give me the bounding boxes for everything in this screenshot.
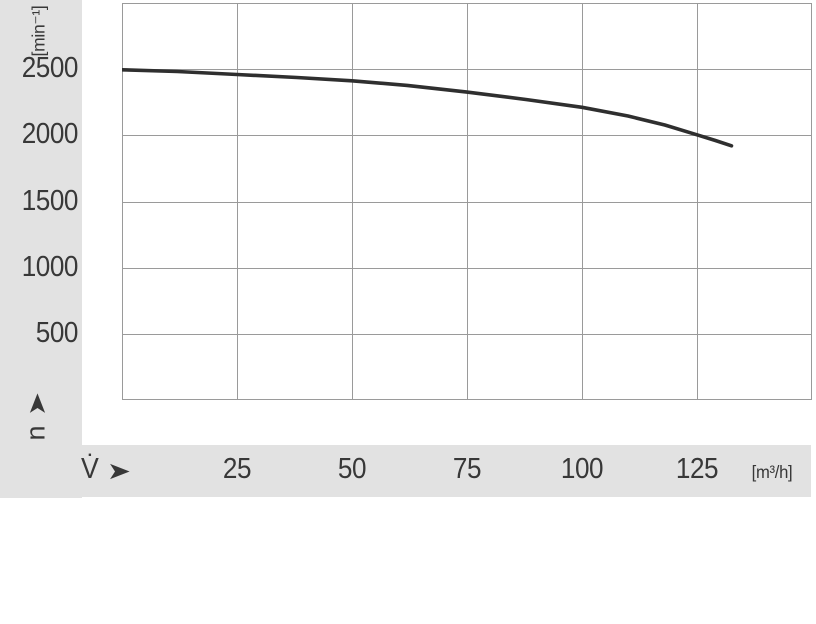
x-tick-label: 50 bbox=[337, 453, 367, 485]
x-tick-label: 75 bbox=[452, 453, 482, 485]
x-axis-name-label: V̇ bbox=[81, 453, 99, 485]
x-axis-unit-label: [m³/h] bbox=[751, 462, 793, 482]
y-axis-arrow-icon: ➤ bbox=[23, 391, 51, 417]
y-tick-label: 1000 bbox=[21, 250, 79, 283]
y-tick-label: 500 bbox=[35, 316, 79, 349]
plot-border bbox=[122, 3, 812, 400]
y-tick-label: 2000 bbox=[21, 118, 79, 151]
y-axis-name-label: n bbox=[20, 425, 51, 441]
x-axis-arrow-icon: ➤ bbox=[106, 457, 132, 485]
x-tick-label: 25 bbox=[222, 453, 252, 485]
fan-speed-curve bbox=[122, 68, 734, 148]
y-axis-panel bbox=[0, 0, 82, 498]
y-tick-label: 2500 bbox=[21, 52, 79, 85]
y-axis-unit-label: [min⁻¹] bbox=[28, 5, 49, 57]
plot-area bbox=[122, 3, 812, 400]
y-tick-label: 1500 bbox=[21, 184, 79, 217]
x-axis-panel bbox=[0, 445, 811, 497]
x-tick-label: 100 bbox=[560, 453, 604, 485]
x-tick-label: 125 bbox=[675, 453, 719, 485]
chart-plot-svg bbox=[122, 3, 812, 400]
